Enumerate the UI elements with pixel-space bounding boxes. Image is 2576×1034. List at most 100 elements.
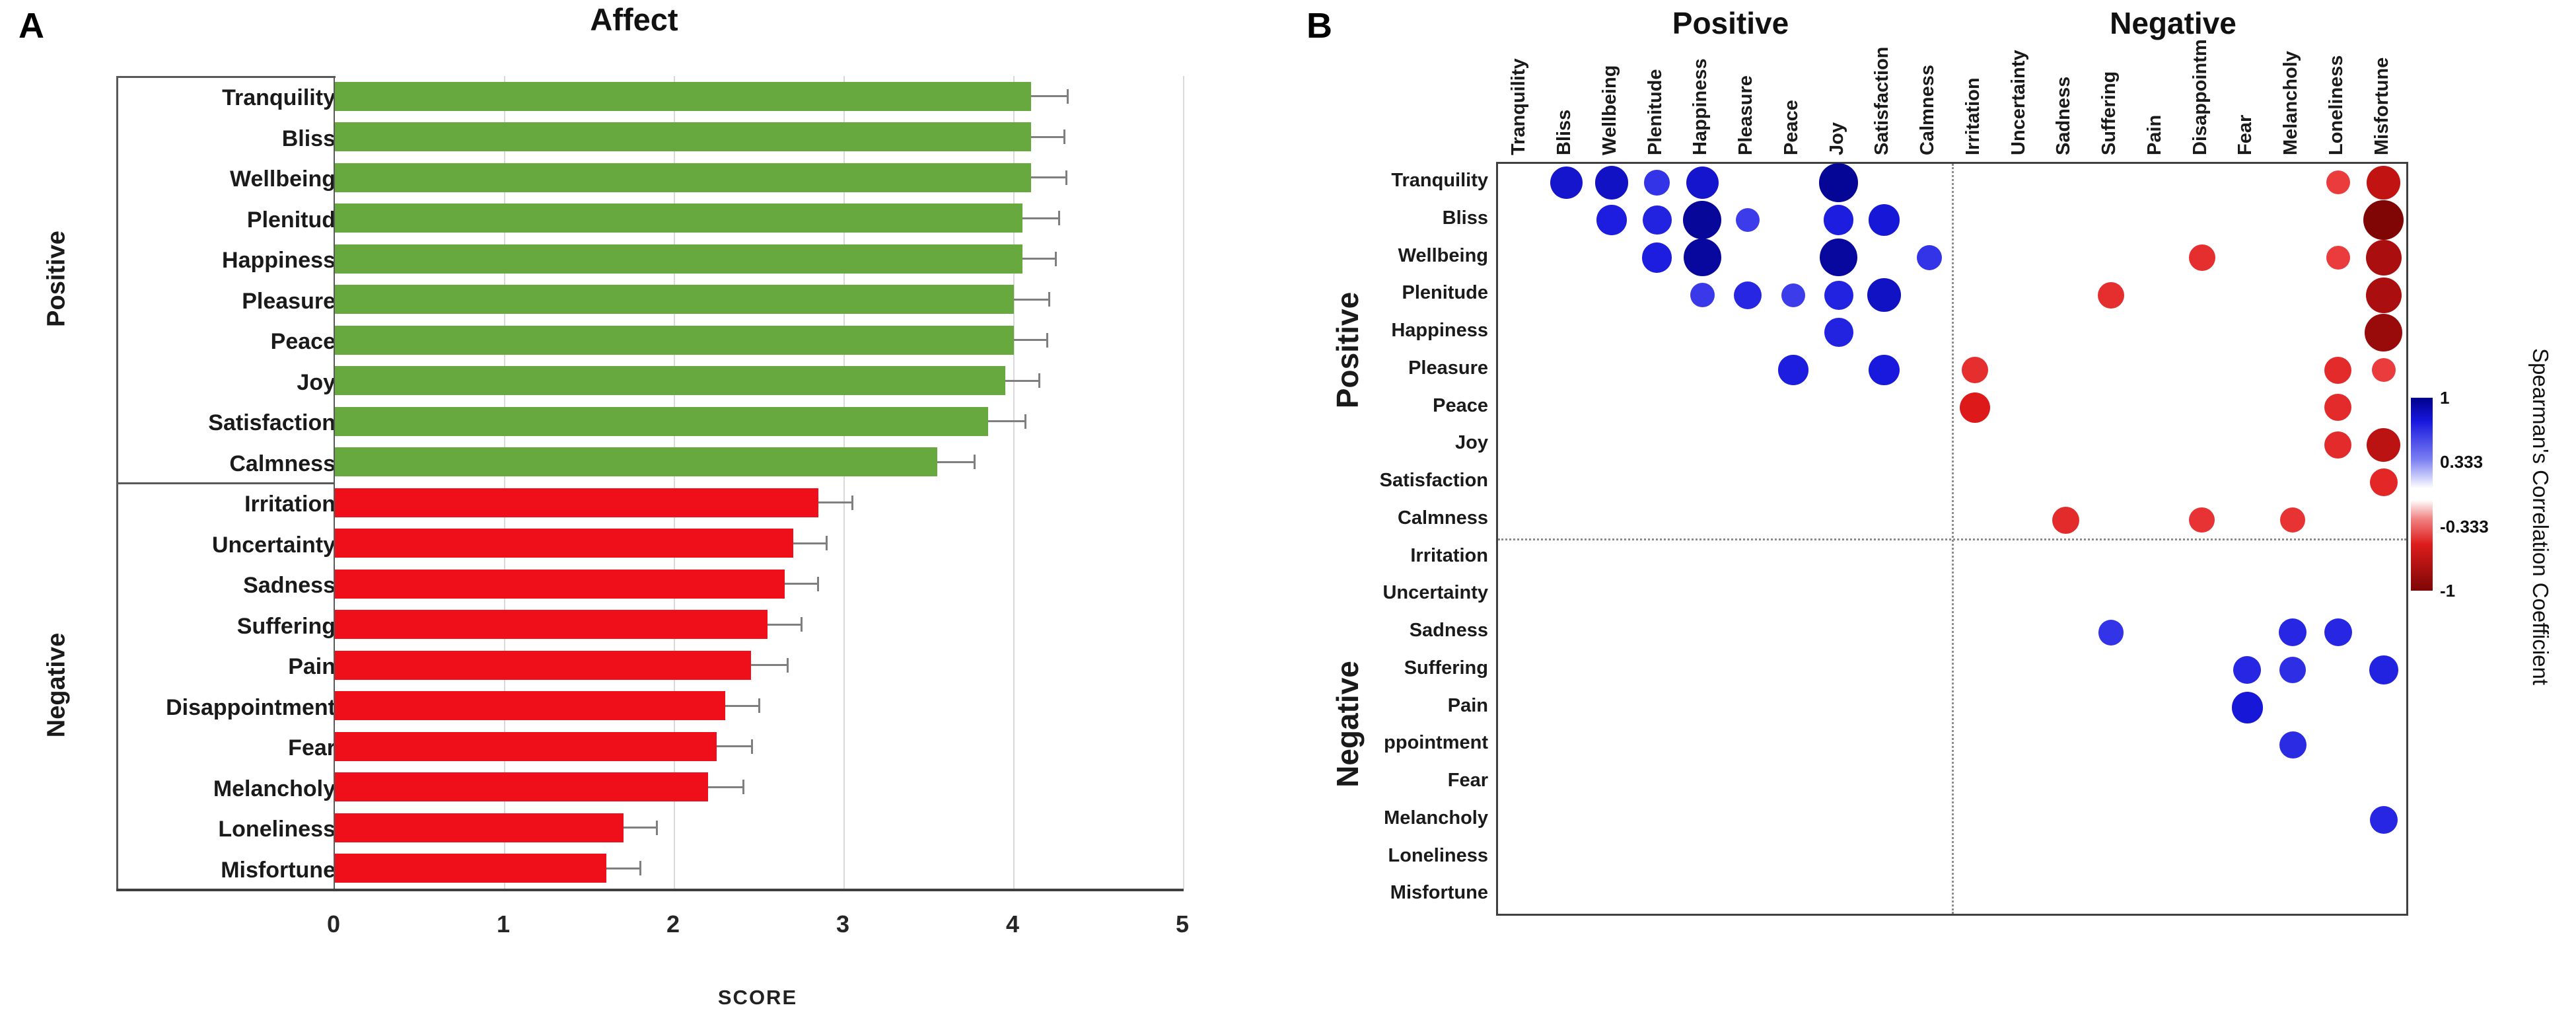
corr-dot-wellbeing-calmness bbox=[1916, 244, 1943, 271]
matrix-col-label-calmness: Calmness bbox=[1917, 64, 1939, 155]
matrix-row-label-happiness: Happiness bbox=[1391, 320, 1488, 341]
error-cap-peace bbox=[1046, 332, 1049, 348]
matrix-col-label-loneliness: Loneliness bbox=[2325, 55, 2347, 156]
bar-tranquility bbox=[335, 81, 1031, 111]
matrix-row-label-misfortune: Misfortune bbox=[1390, 882, 1488, 904]
error-bar-wellbeing bbox=[1030, 176, 1067, 179]
corr-dot-pain-fear bbox=[2231, 692, 2264, 723]
gridline-x-4 bbox=[1013, 76, 1015, 889]
matrix-row-label-ppointment: ppointment bbox=[1384, 732, 1488, 754]
error-bar-irritation bbox=[818, 501, 853, 504]
x-tick-2: 2 bbox=[666, 910, 680, 938]
matrix-col-label-bliss: Bliss bbox=[1554, 109, 1575, 155]
corr-dot-happiness-joy bbox=[1824, 318, 1853, 348]
corr-dot-satisfaction-misfortune bbox=[2369, 468, 2398, 497]
error-bar-joy bbox=[1005, 379, 1040, 382]
error-bar-pleasure bbox=[1014, 298, 1050, 301]
corr-dot-sadness-melancholy bbox=[2279, 618, 2307, 647]
matrix-row-label-suffering: Suffering bbox=[1404, 657, 1488, 679]
bar-label-calmness: Calmness bbox=[229, 451, 336, 476]
error-cap-uncertainty bbox=[826, 536, 828, 551]
corr-dot-plenitude-happiness bbox=[1690, 283, 1715, 308]
error-cap-happiness bbox=[1055, 251, 1057, 266]
corr-dot-plenitude-satisfaction bbox=[1867, 278, 1901, 312]
error-cap-disappointment bbox=[758, 698, 760, 714]
corr-dot-pleasure-misfortune bbox=[2371, 358, 2396, 383]
error-cap-melancholy bbox=[742, 780, 745, 795]
gridline-x-1 bbox=[504, 76, 505, 889]
x-tick-3: 3 bbox=[836, 910, 850, 938]
matrix-row-label-fear: Fear bbox=[1447, 770, 1488, 791]
matrix-col-label-satisfaction: Satisfaction bbox=[1871, 46, 1893, 155]
matrix-col-label-suffering: Suffering bbox=[2098, 71, 2120, 155]
bar-label-loneliness: Loneliness bbox=[218, 817, 336, 842]
error-cap-irritation bbox=[851, 495, 853, 510]
colorbar-tick--1: -1 bbox=[2440, 581, 2456, 601]
x-tick-4: 4 bbox=[1005, 910, 1020, 938]
corr-dot-bliss-wellbeing bbox=[1596, 205, 1627, 235]
bar-bliss bbox=[335, 122, 1031, 152]
corr-dot-wellbeing-loneliness bbox=[2326, 245, 2350, 270]
matrix-col-label-disappointm: Disappointm bbox=[2189, 39, 2211, 155]
positive-negative-row-separator bbox=[1498, 538, 2406, 540]
corr-dot-suffering-fear bbox=[2233, 656, 2262, 684]
matrix-row-label-bliss: Bliss bbox=[1442, 207, 1488, 229]
matrix-row-label-pain: Pain bbox=[1447, 694, 1488, 716]
error-cap-suffering bbox=[800, 617, 803, 632]
corr-dot-plenitude-misfortune bbox=[2365, 277, 2402, 313]
matrix-row-label-pleasure: Pleasure bbox=[1408, 357, 1488, 379]
correlation-matrix bbox=[1496, 162, 2408, 916]
error-cap-bliss bbox=[1063, 129, 1066, 145]
corr-dot-joy-loneliness bbox=[2324, 431, 2352, 459]
bar-disappointment bbox=[335, 691, 726, 721]
error-cap-calmness bbox=[973, 455, 976, 470]
matrix-row-label-uncertainty: Uncertainty bbox=[1382, 582, 1488, 604]
error-cap-joy bbox=[1038, 373, 1040, 388]
corr-dot-suffering-misfortune bbox=[2369, 655, 2398, 685]
bar-melancholy bbox=[335, 772, 709, 802]
bar-wellbeing bbox=[335, 163, 1031, 192]
error-bar-calmness bbox=[937, 461, 975, 463]
corr-dot-wellbeing-disappointm bbox=[2188, 244, 2215, 271]
gridline-x-5 bbox=[1183, 76, 1184, 889]
matrix-col-label-uncertainty: Uncertainty bbox=[2007, 50, 2029, 155]
corr-dot-tranquility-joy bbox=[1819, 163, 1858, 202]
group-divider-line bbox=[116, 482, 335, 484]
error-bar-uncertainty bbox=[793, 542, 828, 544]
panel-a-letter: A bbox=[18, 6, 44, 46]
bar-plot-area bbox=[334, 76, 1184, 889]
corr-dot-pleasure-loneliness bbox=[2324, 356, 2352, 384]
corr-dot-tranquility-plenitude bbox=[1644, 170, 1670, 196]
matrix-col-label-pleasure: Pleasure bbox=[1735, 75, 1757, 155]
error-bar-sadness bbox=[785, 583, 819, 585]
matrix-col-label-wellbeing: Wellbeing bbox=[1598, 65, 1620, 155]
colorbar-gradient bbox=[2411, 398, 2433, 591]
error-bar-suffering bbox=[768, 623, 802, 626]
error-bar-fear bbox=[717, 745, 753, 748]
panel-a-title: Affect bbox=[590, 2, 678, 37]
bar-label-melancholy: Melancholy bbox=[213, 776, 336, 801]
gridline-x-3 bbox=[843, 76, 845, 889]
matrix-col-label-tranquility: Tranquility bbox=[1508, 58, 1530, 155]
colorbar-title: Spearman's Correlation Coefficient bbox=[2528, 348, 2553, 686]
colorbar-tick-1: 1 bbox=[2440, 388, 2450, 408]
corr-dot-peace-irritation bbox=[1959, 392, 1991, 424]
matrix-header-negative: Negative bbox=[2110, 6, 2236, 40]
matrix-row-label-melancholy: Melancholy bbox=[1384, 807, 1488, 829]
error-cap-misfortune bbox=[639, 861, 641, 876]
corr-dot-bliss-pleasure bbox=[1736, 208, 1760, 233]
matrix-row-label-plenitude: Plenitude bbox=[1402, 282, 1488, 304]
bar-label-pleasure: Pleasure bbox=[242, 288, 336, 314]
corr-dot-bliss-happiness bbox=[1683, 201, 1722, 240]
corr-dot-happiness-misfortune bbox=[2365, 313, 2403, 351]
corr-dot-wellbeing-joy bbox=[1820, 239, 1858, 277]
bar-label-peace: Peace bbox=[270, 329, 336, 354]
bar-misfortune bbox=[335, 854, 607, 883]
error-cap-wellbeing bbox=[1065, 170, 1067, 185]
matrix-col-label-fear: Fear bbox=[2235, 114, 2256, 155]
matrix-col-label-joy: Joy bbox=[1826, 122, 1847, 155]
bar-label-wellbeing: Wellbeing bbox=[230, 166, 336, 192]
corr-dot-calmness-disappointm bbox=[2189, 507, 2215, 533]
matrix-col-label-sadness: Sadness bbox=[2053, 76, 2075, 155]
corr-dot-melancholy-misfortune bbox=[2369, 806, 2398, 834]
